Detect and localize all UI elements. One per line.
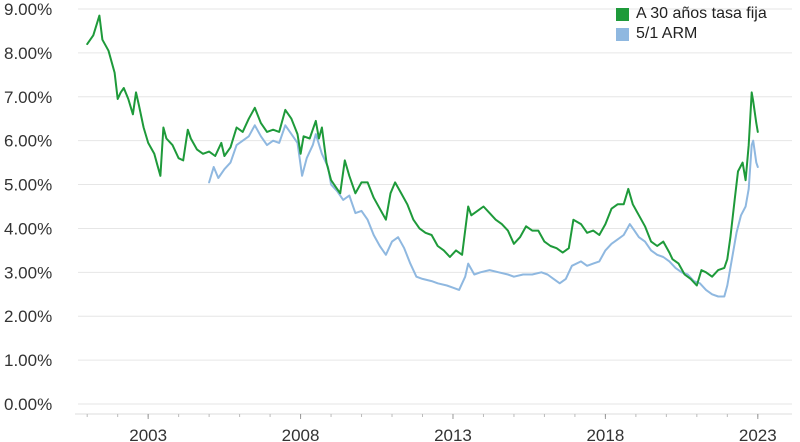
y-tick-label: 0.00%: [4, 395, 52, 414]
y-tick-label: 9.00%: [4, 0, 52, 19]
legend-swatch-arm: [616, 27, 629, 41]
legend-label-fixed-30: A 30 años tasa fija: [636, 5, 767, 22]
legend-item-arm[interactable]: 5/1 ARM: [616, 24, 767, 44]
legend-label-arm: 5/1 ARM: [636, 25, 698, 42]
x-tick-label: 2013: [434, 426, 472, 442]
y-tick-label: 1.00%: [4, 351, 52, 370]
chart-gridlines: [78, 8, 792, 405]
y-tick-label: 2.00%: [4, 307, 52, 326]
legend-item-fixed-30[interactable]: A 30 años tasa fija: [616, 4, 767, 24]
series-line-fixed-30: [86, 14, 759, 287]
y-tick-label: 4.00%: [4, 219, 52, 238]
y-tick-label: 8.00%: [4, 44, 52, 63]
y-tick-label: 3.00%: [4, 263, 52, 282]
y-tick-label: 6.00%: [4, 132, 52, 151]
x-tick-label: 2018: [586, 426, 624, 442]
y-tick-label: 7.00%: [4, 88, 52, 107]
x-tick-label: 2023: [739, 426, 777, 442]
x-tick-label: 2008: [282, 426, 320, 442]
chart-series: [86, 14, 759, 298]
y-axis: 0.00% 1.00% 2.00% 3.00% 4.00% 5.00% 6.00% 7.00%…: [4, 0, 52, 414]
chart-legend: A 30 años tasa fija 5/1 ARM: [616, 4, 767, 44]
x-tick-label: 2003: [129, 426, 167, 442]
y-tick-label: 5.00%: [4, 176, 52, 195]
legend-swatch-fixed-30: [616, 7, 629, 21]
x-axis: 2003 2008 2013 2018 2023: [75, 413, 792, 442]
series-line-arm: [208, 124, 759, 298]
